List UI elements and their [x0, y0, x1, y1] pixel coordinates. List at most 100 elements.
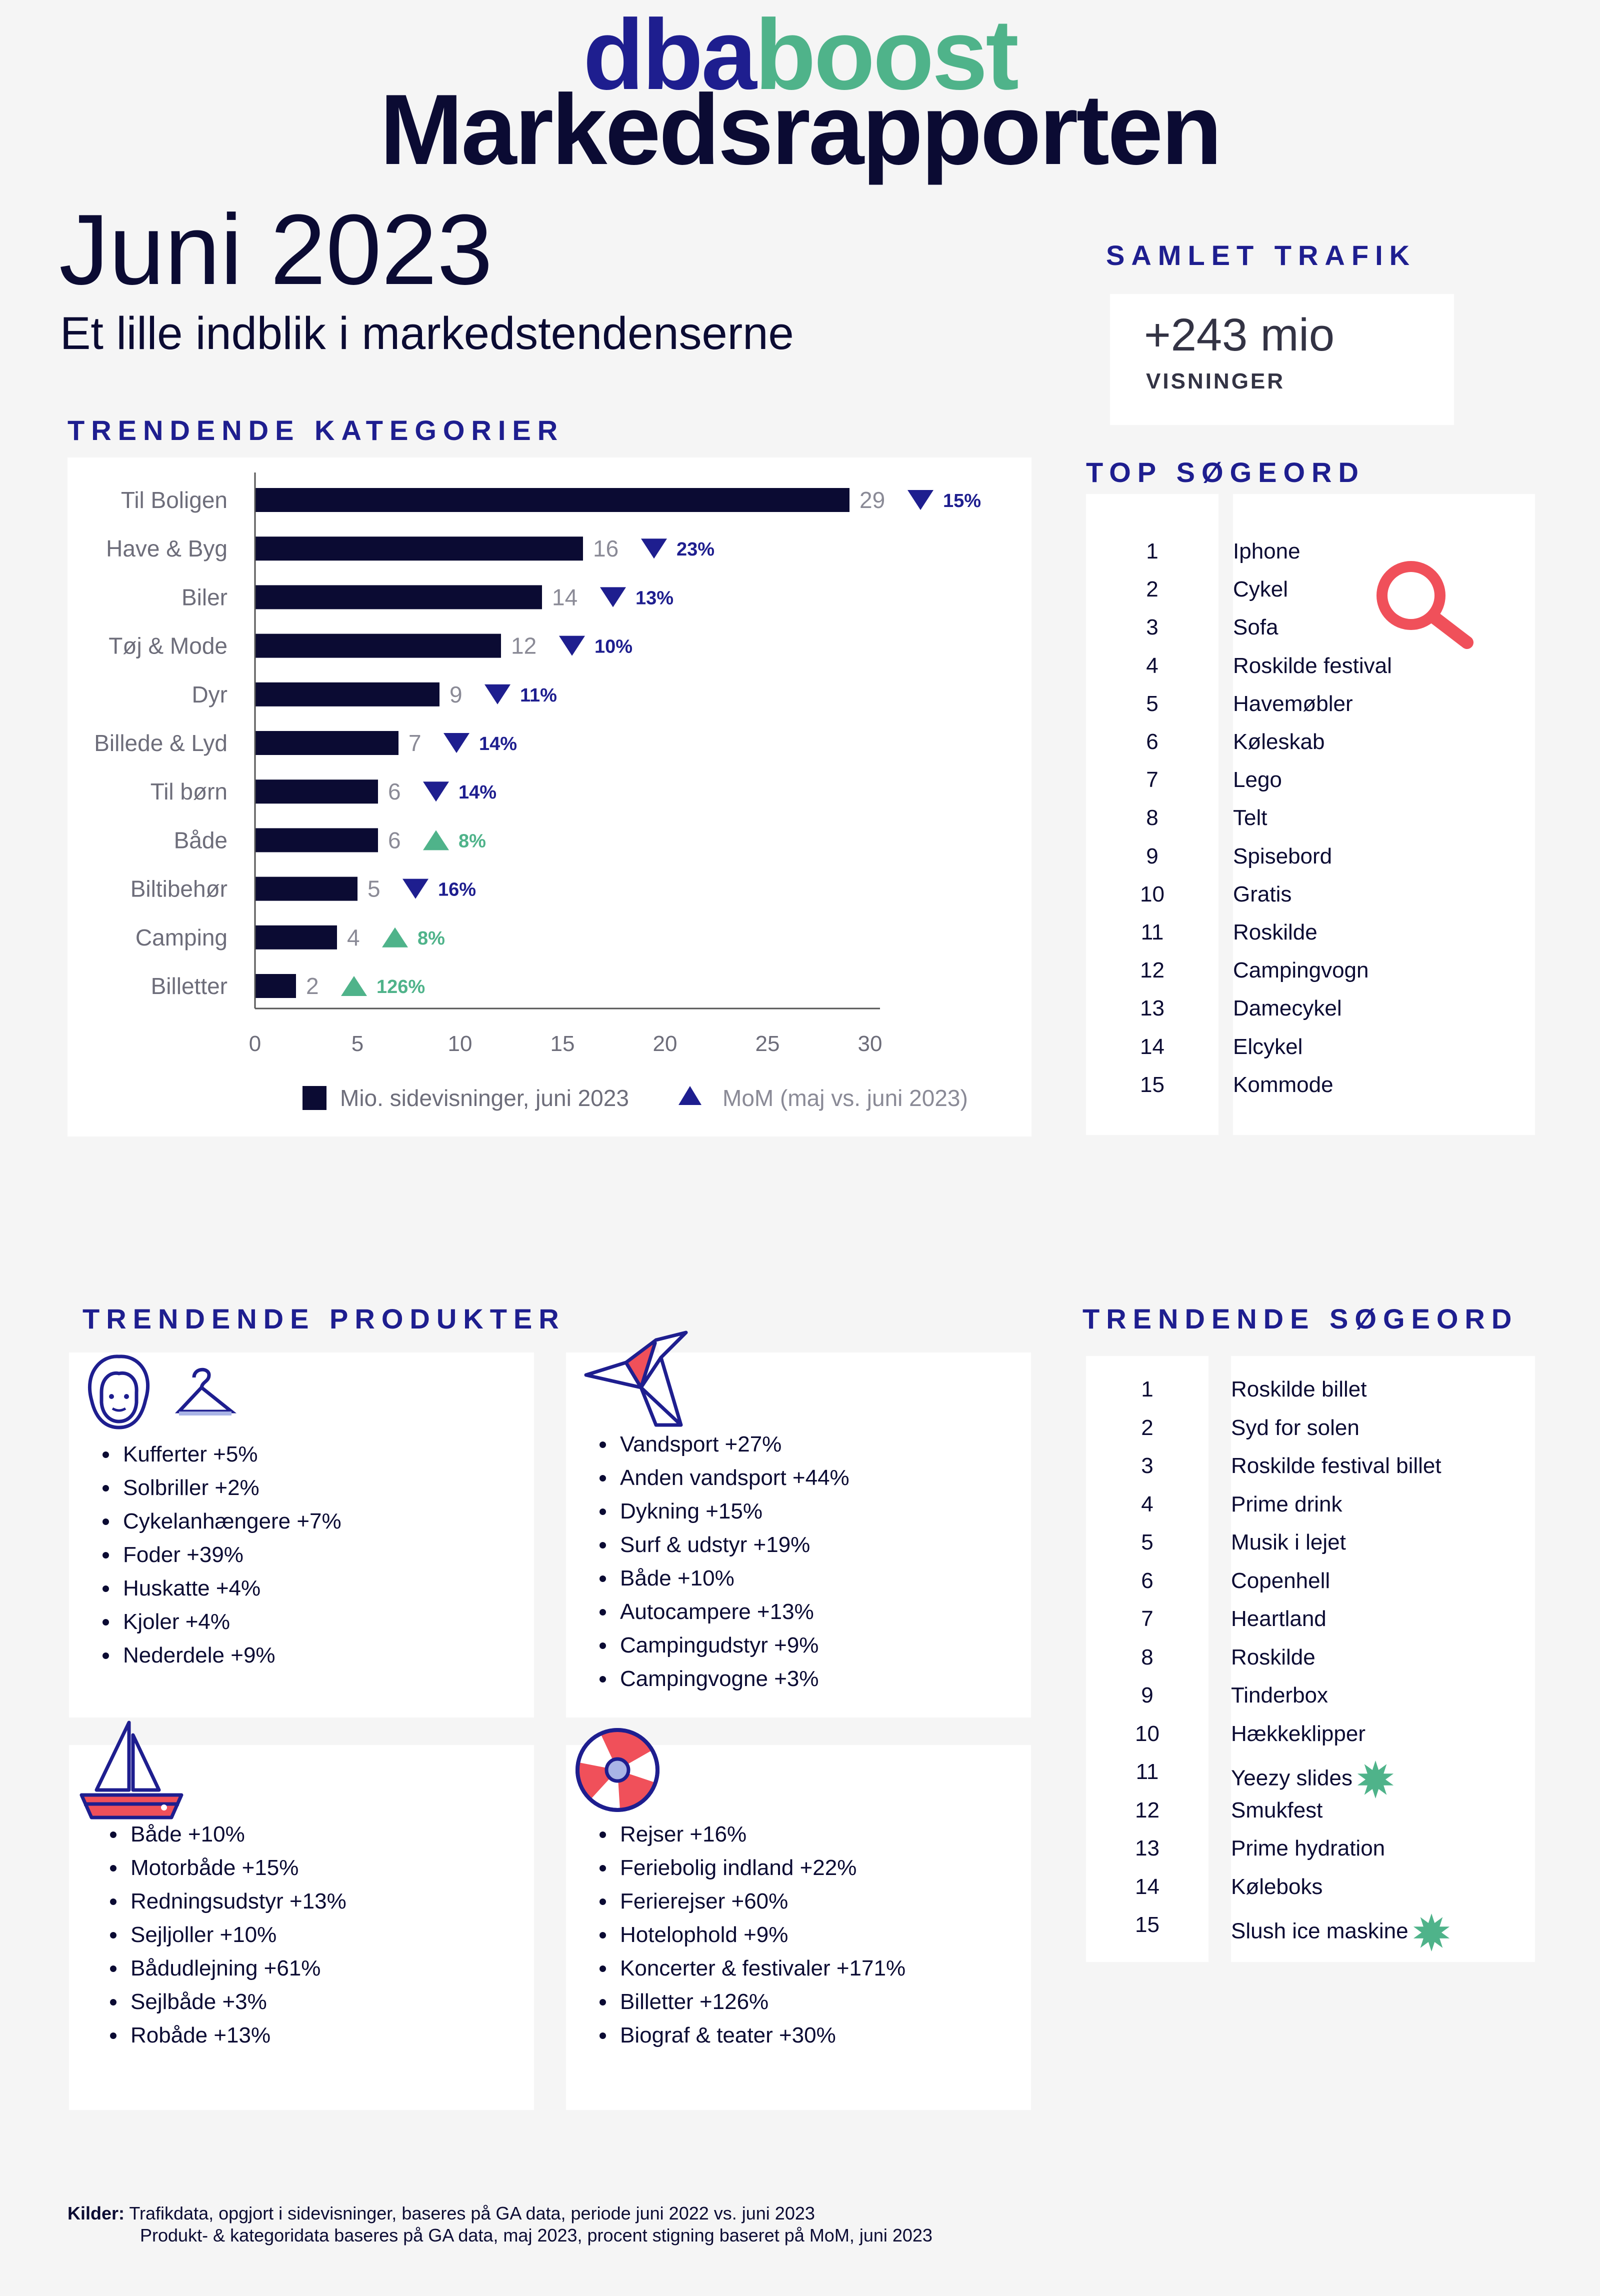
search-term-text: Telt	[1233, 806, 1268, 830]
search-term-text: Gratis	[1233, 882, 1292, 906]
search-term-text: Tinderbox	[1231, 1683, 1328, 1708]
rank-number: 6	[1146, 730, 1158, 754]
rank-number: 8	[1146, 806, 1158, 830]
mom-up-arrow	[423, 830, 449, 850]
product-card-travel: Rejser +16%Feriebolig indland +22%Ferier…	[566, 1728, 1031, 2110]
search-term: Telt	[1233, 806, 1267, 830]
product-list-item: Sejlbåde +3%	[126, 1985, 346, 2018]
mom-down-arrow	[600, 587, 626, 608]
search-term: Campingvogn	[1233, 958, 1369, 983]
rank-number: 1	[1146, 539, 1158, 564]
rank-number: 7	[1146, 768, 1158, 792]
search-term-text: Heartland	[1231, 1606, 1326, 1631]
bar	[255, 876, 358, 901]
product-list-item: Foder +39%	[119, 1538, 342, 1572]
rank-number: 2	[1146, 577, 1158, 602]
search-term: Køleboks	[1231, 1874, 1322, 1900]
footer-sources: Kilder: Trafikdata, opgjort i sidevisnin…	[68, 2202, 932, 2246]
category-bar-chart: Til Boligen 29 15%Have & Byg 16 23%Biler 14 13…	[94, 472, 981, 1111]
product-list-item: Billetter +126%	[616, 1985, 906, 2018]
category-label: Tøj & Mode	[108, 633, 228, 659]
bar-value-label: 7	[408, 730, 422, 756]
category-label: Biler	[182, 584, 228, 610]
bar	[255, 682, 440, 706]
mom-label: 15%	[943, 490, 981, 512]
search-term: Slush ice maskine	[1231, 1912, 1452, 1952]
report-month: Juni 2023	[59, 194, 493, 306]
bar	[255, 780, 378, 804]
search-term-text: Roskilde billet	[1231, 1377, 1367, 1402]
bar	[255, 925, 337, 950]
mom-label: 8%	[418, 928, 445, 949]
product-list-item: Vandsport +27%	[616, 1428, 850, 1461]
product-list-item: Sejljoller +10%	[126, 1918, 346, 1952]
mom-down-arrow	[444, 733, 470, 753]
rank-number: 6	[1141, 1568, 1154, 1593]
report-subtitle: Et lille indblik i markedstendenserne	[60, 308, 794, 359]
product-list-item: Solbriller +2%	[119, 1471, 342, 1504]
search-term-text: Damecykel	[1233, 996, 1342, 1021]
search-magnifier-icon	[1376, 561, 1474, 649]
search-term-text: Copenhell	[1231, 1568, 1330, 1593]
top-search-rank-column: 1 2 3 4 5 6 7 8 9 10 11 12 13 14 15	[1086, 494, 1218, 1135]
search-term: Hækkeklipper	[1231, 1722, 1366, 1746]
product-list-item: Bådudlejning +61%	[126, 1952, 346, 1985]
bar	[255, 585, 542, 610]
traffic-heading: SAMLET TRAFIK	[1106, 240, 1416, 271]
search-term: Damecykel	[1233, 996, 1342, 1021]
rank-number: 4	[1141, 1492, 1154, 1516]
search-term: Musik i lejet	[1231, 1530, 1346, 1555]
search-term: Prime hydration	[1231, 1836, 1385, 1861]
search-term: Roskilde festival	[1233, 654, 1392, 678]
x-tick-label: 0	[249, 1032, 261, 1056]
search-term-text: Køleskab	[1233, 730, 1325, 754]
mom-label: 14%	[458, 782, 496, 803]
search-term-text: Havemøbler	[1233, 691, 1353, 716]
bar-value-label: 6	[388, 778, 401, 804]
footer-label: Kilder:	[68, 2203, 125, 2224]
trending-search-term-column: Roskilde billet Syd for solen Roskilde fes…	[1231, 1356, 1535, 1962]
rank-number: 8	[1141, 1644, 1154, 1670]
person-and-hanger-icon	[88, 1354, 236, 1430]
search-term-text: Yeezy slides	[1231, 1766, 1352, 1790]
legend-triangle-swatch	[678, 1086, 702, 1105]
search-term-text: Sofa	[1233, 615, 1278, 640]
product-list-item: Kufferter +5%	[119, 1438, 342, 1471]
mom-down-arrow	[908, 490, 934, 510]
search-term-text: Musik i lejet	[1231, 1530, 1346, 1554]
paper-bird-icon	[584, 1330, 688, 1427]
trending-search-heading: TRENDENDE SØGEORD	[1082, 1303, 1518, 1334]
bar-value-label: 12	[511, 633, 536, 659]
rank-number: 14	[1135, 1874, 1160, 1899]
product-list-item: Kjoler +4%	[119, 1605, 342, 1638]
product-list-item: Hotelophold +9%	[616, 1918, 906, 1952]
search-term: Gratis	[1233, 882, 1292, 907]
search-term-text: Roskilde festival billet	[1231, 1454, 1442, 1478]
trending-products-heading: TRENDENDE PRODUKTER	[82, 1303, 566, 1334]
beach-ball-icon	[576, 1728, 660, 1812]
mom-down-arrow	[402, 878, 428, 899]
bar	[255, 731, 398, 755]
rank-number: 11	[1140, 920, 1164, 944]
search-term: Sofa	[1233, 615, 1278, 640]
product-list-item: Biograf & teater +30%	[616, 2018, 906, 2052]
product-list-item: Autocampere +13%	[616, 1595, 850, 1628]
traffic-value: +243 mio	[1144, 310, 1335, 360]
bar-value-label: 14	[552, 584, 578, 610]
rank-number: 10	[1135, 1721, 1160, 1746]
search-term-text: Lego	[1233, 768, 1282, 792]
mom-down-arrow	[641, 538, 667, 559]
product-list-item: Feriebolig indland +22%	[616, 1851, 906, 1884]
mom-label: 16%	[438, 880, 476, 900]
bar-value-label: 5	[368, 876, 380, 902]
sailboat-icon	[80, 1720, 184, 1820]
legend-square-swatch	[302, 1086, 326, 1110]
mom-label: 14%	[479, 734, 517, 754]
search-term-text: Roskilde	[1233, 920, 1318, 944]
trending-search-rank-column: 1 2 3 4 5 6 7 8 9 10 11 12 13 14 15	[1086, 1356, 1208, 1962]
category-chart-panel: Til Boligen 29 15% Have & Byg 16 23% Biler 14 13…	[68, 458, 1032, 1136]
travel-product-list: Rejser +16%Feriebolig indland +22%Ferier…	[566, 1818, 906, 2052]
footer-line-1: Trafikdata, opgjort i sidevisninger, bas…	[129, 2203, 815, 2224]
category-label: Til børn	[150, 778, 228, 804]
rank-number: 9	[1141, 1683, 1154, 1708]
